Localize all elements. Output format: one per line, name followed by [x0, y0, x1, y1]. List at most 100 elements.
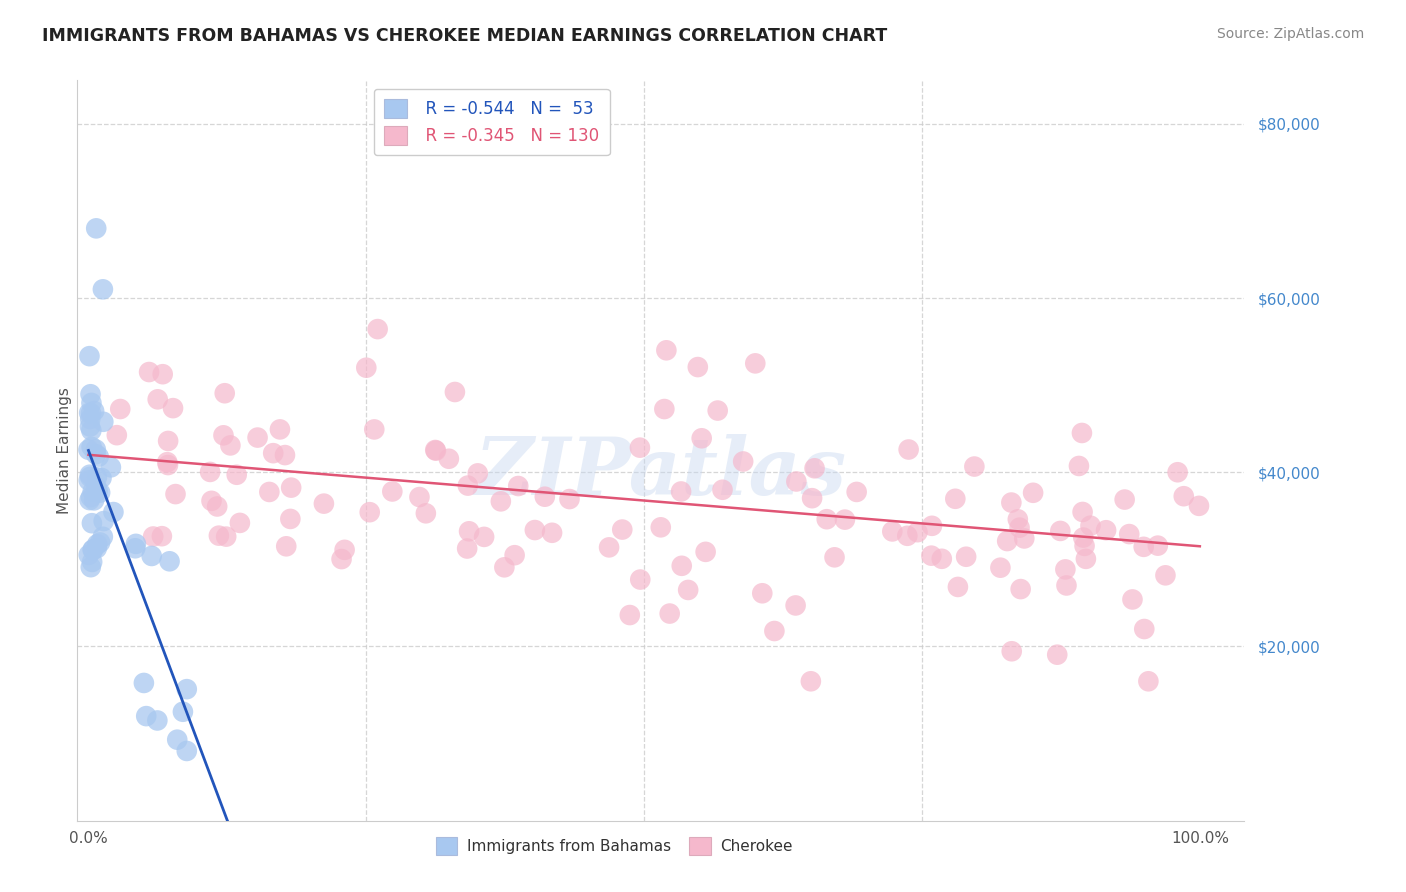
Point	[425, 442, 447, 457]
Point	[93, 514, 115, 528]
Point	[229, 516, 252, 530]
Point	[690, 431, 713, 445]
Point	[1132, 540, 1154, 554]
Point	[1022, 485, 1045, 500]
Point	[676, 582, 699, 597]
Point	[312, 497, 335, 511]
Point	[1188, 499, 1211, 513]
Point	[138, 365, 160, 379]
Point	[91, 415, 114, 429]
Text: Source: ZipAtlas.com: Source: ZipAtlas.com	[1216, 27, 1364, 41]
Point	[1007, 512, 1029, 526]
Point	[658, 607, 681, 621]
Point	[1080, 518, 1102, 533]
Point	[208, 529, 231, 543]
Point	[1173, 489, 1195, 503]
Point	[494, 560, 516, 574]
Point	[86, 541, 108, 556]
Point	[686, 360, 709, 375]
Point	[165, 487, 187, 501]
Point	[156, 455, 179, 469]
Point	[1071, 425, 1094, 440]
Point	[946, 580, 969, 594]
Point	[125, 537, 148, 551]
Point	[1071, 505, 1094, 519]
Point	[172, 705, 194, 719]
Point	[437, 451, 460, 466]
Point	[943, 491, 966, 506]
Point	[931, 551, 953, 566]
Point	[508, 479, 530, 493]
Point	[86, 483, 108, 498]
Text: ZIPatlas: ZIPatlas	[475, 434, 846, 511]
Point	[157, 434, 180, 448]
Point	[628, 441, 651, 455]
Point	[1121, 592, 1143, 607]
Point	[80, 560, 103, 574]
Point	[82, 484, 104, 499]
Point	[105, 428, 128, 442]
Point	[152, 368, 174, 382]
Point	[695, 545, 717, 559]
Point	[1071, 531, 1094, 545]
Point	[80, 396, 103, 410]
Point	[457, 478, 479, 492]
Point	[82, 542, 104, 557]
Point	[472, 530, 495, 544]
Point	[845, 484, 868, 499]
Point	[86, 537, 108, 551]
Point	[80, 490, 103, 504]
Point	[87, 450, 110, 464]
Point	[198, 465, 221, 479]
Point	[205, 500, 228, 514]
Point	[763, 624, 786, 638]
Point	[330, 552, 353, 566]
Point	[1049, 524, 1071, 538]
Point	[150, 529, 173, 543]
Point	[654, 402, 676, 417]
Point	[214, 386, 236, 401]
Point	[671, 558, 693, 573]
Point	[124, 541, 146, 556]
Point	[80, 516, 103, 531]
Point	[84, 447, 107, 461]
Point	[1054, 562, 1077, 576]
Point	[156, 458, 179, 472]
Point	[1137, 674, 1160, 689]
Point	[80, 424, 103, 438]
Point	[706, 403, 728, 417]
Point	[82, 555, 104, 569]
Point	[921, 518, 943, 533]
Point	[963, 459, 986, 474]
Point	[100, 460, 122, 475]
Point	[79, 470, 101, 484]
Point	[1095, 523, 1118, 537]
Point	[408, 490, 430, 504]
Point	[1114, 492, 1136, 507]
Point	[79, 349, 101, 363]
Point	[83, 404, 105, 418]
Point	[166, 732, 188, 747]
Y-axis label: Median Earnings: Median Earnings	[56, 387, 72, 514]
Point	[200, 493, 222, 508]
Point	[280, 481, 302, 495]
Point	[669, 484, 692, 499]
Point	[367, 322, 389, 336]
Point	[1000, 495, 1022, 509]
Point	[533, 490, 555, 504]
Point	[415, 506, 437, 520]
Point	[212, 428, 235, 442]
Point	[77, 442, 100, 457]
Point	[896, 529, 918, 543]
Point	[751, 586, 773, 600]
Point	[82, 542, 104, 557]
Point	[1154, 568, 1177, 582]
Point	[79, 419, 101, 434]
Point	[91, 282, 114, 296]
Point	[79, 412, 101, 426]
Point	[990, 560, 1012, 574]
Point	[1010, 582, 1032, 596]
Point	[103, 505, 125, 519]
Point	[503, 548, 526, 562]
Point	[650, 520, 672, 534]
